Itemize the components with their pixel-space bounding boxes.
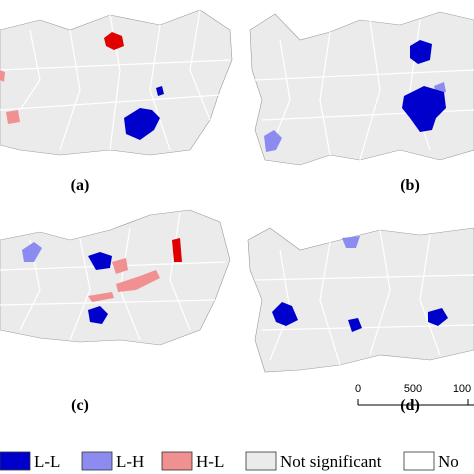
map-b xyxy=(249,11,474,166)
legend-label: L-H xyxy=(116,452,144,471)
legend-label: L-L xyxy=(34,452,60,471)
panel-label: (a) xyxy=(71,177,90,194)
legend-label: H-L xyxy=(196,452,224,471)
scale-bar xyxy=(357,399,474,406)
legend-swatch xyxy=(161,451,193,471)
legend-swatch xyxy=(245,451,277,471)
map-a xyxy=(0,9,233,156)
legend-label: Not significant xyxy=(280,452,382,471)
scale-label: 100 xyxy=(453,383,471,395)
panel-label: (d) xyxy=(400,397,420,414)
panel-label: (c) xyxy=(71,397,89,414)
legend-swatch xyxy=(81,451,113,471)
map-c xyxy=(0,209,231,346)
legend-swatch xyxy=(0,451,31,471)
scale-label: 0 xyxy=(355,383,361,395)
legend-swatch xyxy=(403,451,435,471)
map-d xyxy=(247,227,474,373)
legend-label: No xyxy=(438,452,459,471)
scale-label: 500 xyxy=(404,383,422,395)
panel-label: (b) xyxy=(400,177,420,194)
